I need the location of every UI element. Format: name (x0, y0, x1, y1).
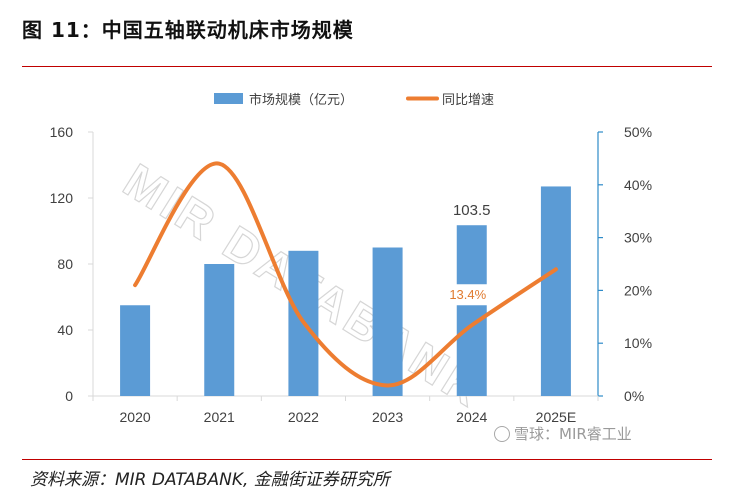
x-axis-tick-label: 2020 (120, 409, 151, 425)
right-axis-tick-label: 20% (624, 282, 652, 298)
left-axis-tick-label: 40 (57, 322, 73, 338)
x-axis-tick-label: 2021 (204, 409, 235, 425)
bar-series (120, 186, 571, 396)
x-axis-tick-label: 2025E (536, 409, 576, 425)
line-series (133, 161, 558, 388)
rate-label-background (441, 284, 494, 306)
right-axis-tick-label: 0% (624, 388, 644, 404)
x-axis-tick-label: 2024 (456, 409, 487, 425)
legend-label-bar: 市场规模（亿元） (249, 92, 353, 108)
data-labels: 103.5 13.4% (441, 202, 494, 306)
bar (372, 247, 403, 396)
snowball-watermark-text: 雪球：MIR睿工业 (514, 425, 632, 443)
growth-rate-line (133, 161, 558, 388)
left-axis-tick-label: 80 (57, 256, 73, 272)
left-axis-tick-label: 120 (50, 190, 74, 206)
x-axis-tick-label: 2023 (372, 409, 403, 425)
left-axis-tick-label: 0 (65, 388, 73, 404)
bar (540, 186, 571, 396)
legend: 市场规模（亿元） 同比增速 (214, 92, 494, 108)
figure-title: 图 11：中国五轴联动机床市场规模 (22, 18, 354, 42)
bar-data-label: 103.5 (453, 202, 491, 219)
right-axis-tick-label: 10% (624, 335, 652, 351)
bar (456, 225, 487, 396)
rate-data-label: 13.4% (449, 287, 486, 302)
legend-swatch-bar (214, 93, 243, 104)
bar (120, 305, 151, 396)
bottom-rule (22, 459, 712, 460)
left-axis-tick-label: 160 (50, 124, 74, 140)
snowball-logo-icon (494, 426, 510, 442)
right-axis-tick-label: 30% (624, 230, 652, 246)
right-axis-tick-label: 40% (624, 177, 652, 193)
x-axis-tick-label: 2022 (288, 409, 319, 425)
chart-axes: 0 40 80 120 160 0% 10% 20% 30% 40% 50% 2020 2021 2022… (50, 124, 652, 425)
source-note: 资料来源：MIR DATABANK, 金融街证券研究所 (30, 470, 390, 490)
top-rule (22, 66, 712, 67)
snowball-watermark: 雪球：MIR睿工业 (494, 423, 632, 444)
legend-label-line: 同比增速 (442, 93, 494, 108)
right-axis-tick-label: 50% (624, 124, 652, 140)
bar (204, 264, 235, 396)
